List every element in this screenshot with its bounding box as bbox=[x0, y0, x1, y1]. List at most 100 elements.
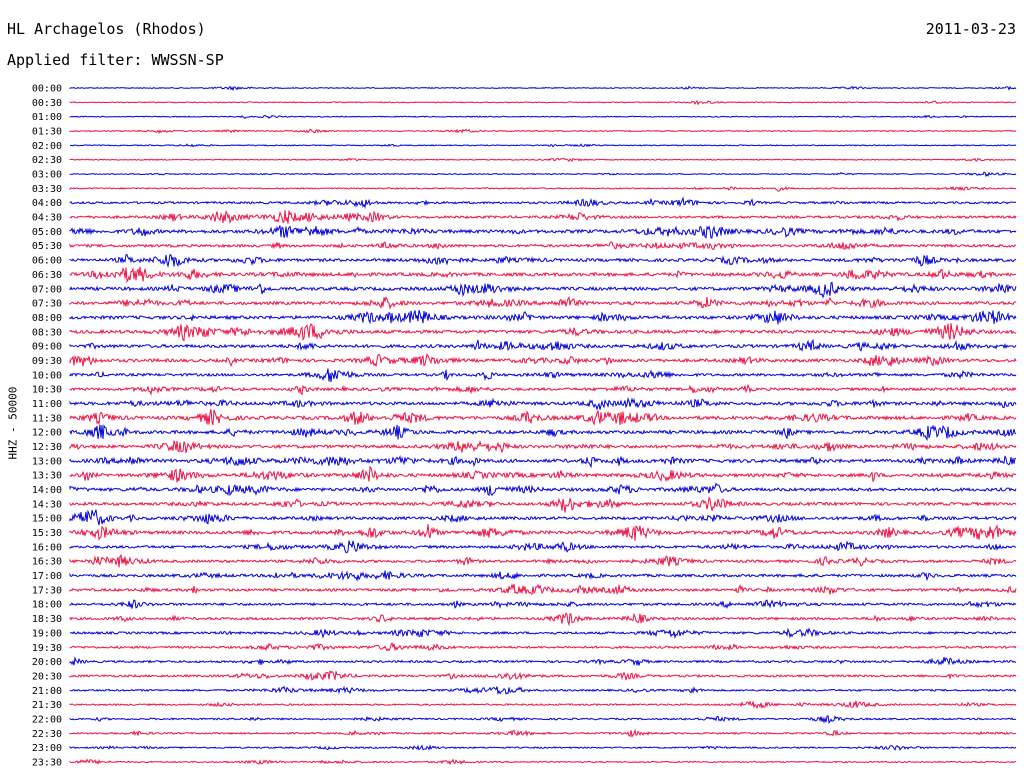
trace-line bbox=[69, 128, 1017, 135]
trace-label: 15:30 bbox=[32, 528, 62, 539]
trace-line bbox=[69, 700, 1017, 710]
trace-label: 19:00 bbox=[32, 628, 62, 639]
trace-line bbox=[69, 583, 1017, 595]
trace-line bbox=[69, 627, 1017, 640]
trace-line bbox=[69, 599, 1017, 610]
trace-label: 14:00 bbox=[32, 485, 62, 496]
trace-label: 00:30 bbox=[32, 98, 62, 109]
trace-line bbox=[69, 296, 1017, 310]
trace-line bbox=[69, 454, 1017, 469]
trace-label: 12:30 bbox=[32, 442, 62, 453]
trace-label: 20:30 bbox=[32, 671, 62, 682]
trace-label: 18:30 bbox=[32, 614, 62, 625]
trace-label: 13:30 bbox=[32, 471, 62, 482]
trace-label: 02:30 bbox=[32, 155, 62, 166]
trace-label: 23:00 bbox=[32, 743, 62, 754]
trace-line bbox=[69, 225, 1017, 239]
trace-label: 09:00 bbox=[32, 342, 62, 353]
trace-line bbox=[69, 266, 1017, 283]
trace-label: 12:00 bbox=[32, 428, 62, 439]
trace-label: 13:00 bbox=[32, 456, 62, 467]
trace-label: 06:30 bbox=[32, 270, 62, 281]
trace-label: 22:00 bbox=[32, 714, 62, 725]
trace-line bbox=[69, 641, 1017, 652]
trace-line bbox=[69, 656, 1017, 667]
date-label: 2011-03-23 bbox=[925, 20, 1016, 38]
trace-line bbox=[69, 424, 1017, 442]
trace-line bbox=[69, 281, 1017, 299]
trace-label: 07:00 bbox=[32, 284, 62, 295]
trace-label: 16:00 bbox=[32, 542, 62, 553]
trace-line bbox=[69, 157, 1016, 163]
trace-label: 08:00 bbox=[32, 313, 62, 324]
trace-label: 03:30 bbox=[32, 184, 62, 195]
trace-line bbox=[69, 241, 1017, 251]
trace-line bbox=[69, 465, 1017, 483]
trace-line bbox=[69, 728, 1017, 738]
trace-line bbox=[69, 114, 1017, 120]
trace-line bbox=[69, 482, 1017, 497]
trace-line bbox=[69, 397, 1017, 411]
trace-label: 11:00 bbox=[32, 399, 62, 410]
trace-line bbox=[69, 669, 1017, 681]
trace-label: 21:30 bbox=[32, 700, 62, 711]
trace-label: 01:00 bbox=[32, 112, 62, 123]
trace-line bbox=[69, 509, 1017, 526]
trace-label: 22:30 bbox=[32, 729, 62, 740]
station-title: HL Archagelos (Rhodos) bbox=[7, 20, 206, 38]
trace-line bbox=[69, 143, 1017, 148]
trace-label: 20:00 bbox=[32, 657, 62, 668]
trace-label: 04:00 bbox=[32, 198, 62, 209]
trace-label: 21:00 bbox=[32, 686, 62, 697]
filter-label: Applied filter: WWSSN-SP bbox=[7, 51, 224, 69]
trace-label: 04:30 bbox=[32, 213, 62, 224]
trace-line bbox=[69, 439, 1017, 454]
trace-label: 02:00 bbox=[32, 141, 62, 152]
trace-line bbox=[69, 210, 1017, 224]
trace-label: 10:00 bbox=[32, 370, 62, 381]
trace-label: 01:30 bbox=[32, 127, 62, 138]
trace-line bbox=[69, 496, 1017, 513]
trace-label: 05:30 bbox=[32, 241, 62, 252]
trace-label: 07:30 bbox=[32, 299, 62, 310]
trace-label: 10:30 bbox=[32, 385, 62, 396]
trace-line bbox=[69, 540, 1017, 554]
trace-label: 19:30 bbox=[32, 643, 62, 654]
trace-line bbox=[69, 570, 1017, 582]
trace-line bbox=[69, 685, 1017, 695]
trace-label: 18:00 bbox=[32, 600, 62, 611]
trace-line bbox=[69, 253, 1017, 268]
trace-line bbox=[69, 408, 1017, 426]
trace-line bbox=[69, 323, 1017, 342]
trace-line bbox=[69, 758, 1017, 766]
trace-label: 03:00 bbox=[32, 170, 62, 181]
trace-label: 14:30 bbox=[32, 499, 62, 510]
trace-line bbox=[69, 353, 1017, 368]
trace-line bbox=[69, 85, 1017, 92]
trace-line bbox=[69, 744, 1017, 752]
trace-label: 08:30 bbox=[32, 327, 62, 338]
trace-line bbox=[69, 310, 1017, 325]
trace-line bbox=[69, 524, 1017, 541]
trace-line bbox=[69, 338, 1017, 352]
trace-line bbox=[69, 171, 1017, 178]
trace-label: 17:00 bbox=[32, 571, 62, 582]
trace-line bbox=[69, 100, 1016, 106]
trace-line bbox=[69, 196, 1017, 209]
trace-label: 05:00 bbox=[32, 227, 62, 238]
trace-label: 06:00 bbox=[32, 256, 62, 267]
trace-label: 00:00 bbox=[32, 84, 62, 95]
trace-label: 09:30 bbox=[32, 356, 62, 367]
trace-line bbox=[69, 383, 1017, 396]
trace-line bbox=[69, 185, 1017, 192]
trace-label: 16:30 bbox=[32, 557, 62, 568]
trace-line bbox=[69, 715, 1017, 724]
trace-line bbox=[69, 611, 1017, 627]
trace-label: 11:30 bbox=[32, 413, 62, 424]
trace-label: 15:00 bbox=[32, 514, 62, 525]
trace-line bbox=[69, 368, 1017, 383]
trace-label: 23:30 bbox=[32, 757, 62, 768]
trace-line bbox=[69, 553, 1017, 568]
trace-label: 17:30 bbox=[32, 585, 62, 596]
